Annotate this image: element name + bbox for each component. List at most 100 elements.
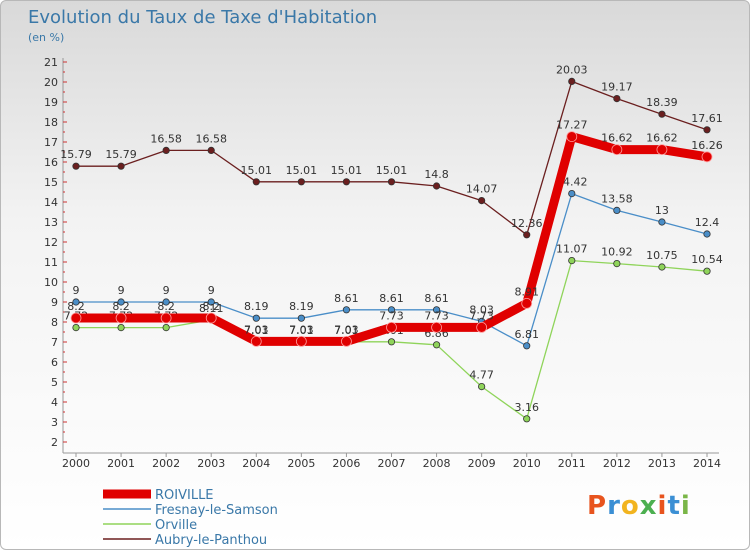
series-line xyxy=(75,80,708,236)
data-point xyxy=(476,321,488,333)
x-tick-label: 2006 xyxy=(332,457,360,470)
data-point xyxy=(72,323,80,332)
data-label: 15.79 xyxy=(60,148,92,161)
y-tick-label: 4 xyxy=(51,396,58,409)
data-point xyxy=(613,259,621,268)
data-point xyxy=(115,312,127,324)
y-tick-label: 7 xyxy=(51,336,58,349)
logo-letter: t xyxy=(667,491,681,521)
x-tick-label: 2011 xyxy=(558,457,586,470)
data-label: 10.75 xyxy=(646,249,678,262)
x-tick-label: 2003 xyxy=(197,457,225,470)
y-tick-label: 18 xyxy=(44,116,58,129)
data-label: 11.07 xyxy=(556,243,588,256)
y-tick-label: 14 xyxy=(44,196,58,209)
data-point xyxy=(523,342,531,350)
y-tick-label: 16 xyxy=(44,156,58,169)
data-point xyxy=(160,312,172,324)
data-point xyxy=(117,323,125,332)
y-tick-label: 15 xyxy=(44,176,58,189)
data-label: 9 xyxy=(118,284,125,297)
data-label: 17.27 xyxy=(556,119,588,132)
data-point xyxy=(117,298,125,306)
y-tick-label: 20 xyxy=(44,76,58,89)
data-label: 15.01 xyxy=(286,164,318,177)
y-tick-label: 6 xyxy=(51,356,58,369)
data-point xyxy=(207,298,215,306)
data-point xyxy=(297,314,305,322)
data-label: 10.92 xyxy=(601,246,633,259)
data-point xyxy=(478,382,486,391)
logo-letter: o xyxy=(620,491,640,521)
data-label: 8.61 xyxy=(379,292,404,305)
y-tick-label: 12 xyxy=(44,236,58,249)
data-point xyxy=(162,146,170,154)
data-point xyxy=(162,323,170,332)
data-label: 9 xyxy=(208,284,215,297)
x-tick-label: 2007 xyxy=(378,457,406,470)
data-label: 17.61 xyxy=(691,112,723,125)
legend-label: Fresnay-le-Samson xyxy=(155,503,278,518)
data-label: 3.16 xyxy=(514,401,539,414)
data-label: 9 xyxy=(73,284,80,297)
data-point xyxy=(523,415,531,423)
data-label: 14.8 xyxy=(424,168,449,181)
data-label: 16.62 xyxy=(646,132,678,145)
x-tick-label: 2008 xyxy=(423,457,451,470)
data-point xyxy=(295,335,307,347)
data-label: 8.2 xyxy=(157,300,175,313)
data-point xyxy=(387,306,396,314)
data-point xyxy=(658,263,666,271)
data-point xyxy=(205,312,217,324)
y-tick-label: 19 xyxy=(44,96,58,109)
logo-letter: i xyxy=(657,491,668,521)
data-label: 15.01 xyxy=(376,164,408,177)
data-point xyxy=(613,95,621,103)
data-point xyxy=(342,178,351,186)
data-point xyxy=(703,126,711,134)
x-tick-label: 2001 xyxy=(107,457,135,470)
data-label: 18.39 xyxy=(646,96,678,109)
data-point xyxy=(252,314,260,322)
data-point xyxy=(117,162,125,170)
data-label: 13 xyxy=(655,204,669,217)
data-label: 10.54 xyxy=(691,253,723,266)
data-point xyxy=(431,321,442,333)
data-point xyxy=(656,144,668,156)
data-label: 8.2 xyxy=(67,300,85,313)
data-label: 7.01 xyxy=(289,324,314,337)
data-label: 8.61 xyxy=(334,292,359,305)
data-label: 7.73 xyxy=(424,309,449,322)
y-tick-label: 3 xyxy=(51,416,58,429)
data-label: 15.01 xyxy=(331,164,363,177)
y-tick-label: 13 xyxy=(44,216,58,229)
data-point xyxy=(521,297,533,309)
data-label: 8.11 xyxy=(199,302,224,315)
x-tick-label: 2013 xyxy=(648,457,676,470)
x-tick-label: 2009 xyxy=(468,457,496,470)
data-point xyxy=(613,206,621,214)
y-tick-label: 10 xyxy=(44,276,58,289)
data-point xyxy=(341,335,352,347)
x-tick-label: 2014 xyxy=(693,457,721,470)
data-point xyxy=(432,341,441,349)
data-label: 8.91 xyxy=(514,285,539,298)
x-tick-label: 2010 xyxy=(513,457,541,470)
data-label: 14.07 xyxy=(466,183,498,196)
data-point xyxy=(387,178,396,186)
data-label: 7.03 xyxy=(289,323,314,336)
data-point xyxy=(70,312,82,324)
data-point xyxy=(703,267,711,275)
data-label: 7.73 xyxy=(469,309,494,322)
data-point xyxy=(703,230,711,238)
y-tick-label: 9 xyxy=(51,296,58,309)
data-point xyxy=(658,110,666,118)
data-label: 7.73 xyxy=(379,309,404,322)
data-label: 16.26 xyxy=(691,139,723,152)
logo-letter: x xyxy=(639,491,658,521)
data-point xyxy=(478,197,486,205)
data-label: 15.01 xyxy=(241,164,273,177)
data-label: 8.2 xyxy=(112,300,130,313)
data-label: 16.58 xyxy=(195,132,227,145)
